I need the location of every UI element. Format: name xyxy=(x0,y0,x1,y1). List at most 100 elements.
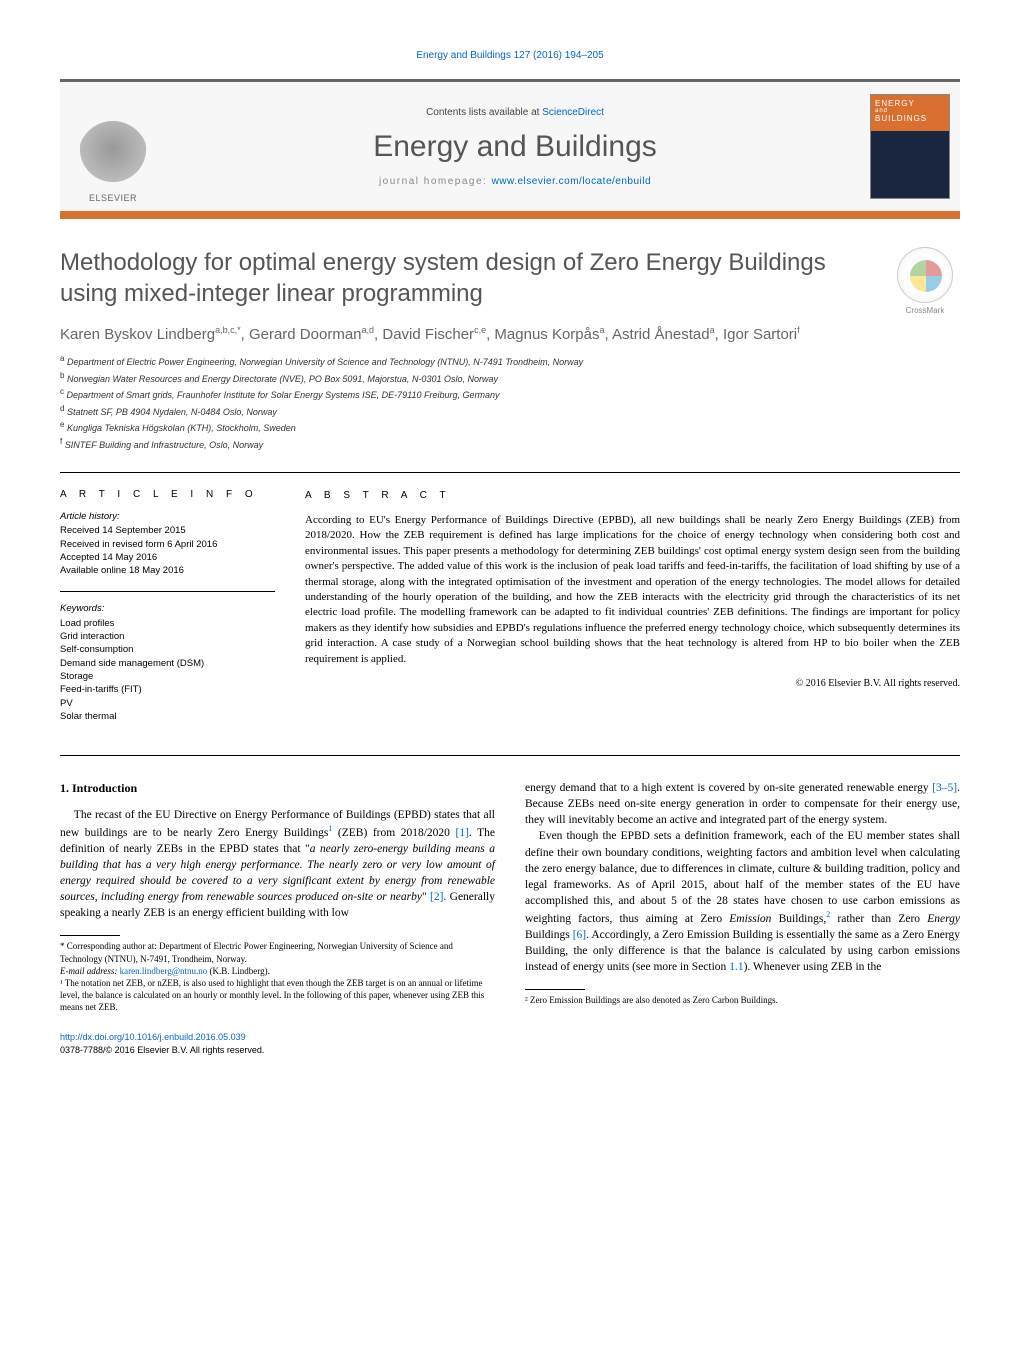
history-line: Accepted 14 May 2016 xyxy=(60,551,275,564)
affil-marker: a xyxy=(60,354,64,363)
history-line: Received in revised form 6 April 2016 xyxy=(60,538,275,551)
affil-marker: f xyxy=(60,437,62,446)
sciencedirect-link[interactable]: ScienceDirect xyxy=(542,107,604,118)
intro-paragraph-1: The recast of the EU Directive on Energy… xyxy=(60,807,495,921)
crossmark-widget[interactable]: CrossMark xyxy=(890,247,960,315)
affiliation-list: a Department of Electric Power Engineeri… xyxy=(60,353,960,452)
author-affil-marker: f xyxy=(797,325,800,335)
affiliation-item: d Statnett SF, PB 4904 Nydalen, N-0484 O… xyxy=(60,403,960,420)
journal-header-box: ELSEVIER Contents lists available at Sci… xyxy=(60,79,960,219)
affiliation-item: f SINTEF Building and Infrastructure, Os… xyxy=(60,436,960,453)
affiliation-item: a Department of Electric Power Engineeri… xyxy=(60,353,960,370)
abstract-copyright: © 2016 Elsevier B.V. All rights reserved… xyxy=(305,677,960,691)
journal-title: Energy and Buildings xyxy=(373,130,657,164)
cover-title-1: ENERGY xyxy=(875,99,945,108)
footnote-rule-right xyxy=(525,989,585,990)
footnote-2: ² Zero Emission Buildings are also denot… xyxy=(525,994,960,1006)
abstract-column: a b s t r a c t According to EU's Energy… xyxy=(305,489,960,737)
rp2-c: rather than Zero xyxy=(830,913,927,925)
elsevier-tree-icon xyxy=(78,121,148,191)
email-line: E-mail address: karen.lindberg@ntnu.no (… xyxy=(60,965,495,977)
keyword-item: Demand side management (DSM) xyxy=(60,657,275,670)
cover-title-2: BUILDINGS xyxy=(875,114,945,123)
author-affil-marker: a xyxy=(599,325,604,335)
keyword-item: PV xyxy=(60,697,275,710)
homepage-line: journal homepage: www.elsevier.com/locat… xyxy=(379,176,651,187)
rp2-em: Emission xyxy=(729,913,771,925)
citation-6[interactable]: [6] xyxy=(573,929,586,941)
keyword-item: Storage xyxy=(60,670,275,683)
author-email-link[interactable]: karen.lindberg@ntnu.no xyxy=(120,966,208,976)
p1-text-d: " xyxy=(422,891,430,903)
author-name: Gerard Doorman xyxy=(249,326,362,343)
rp2-f: ). Whenever using ZEB in the xyxy=(744,961,882,973)
keyword-item: Load profiles xyxy=(60,617,275,630)
elsevier-label: ELSEVIER xyxy=(89,193,137,203)
running-header: Energy and Buildings 127 (2016) 194–205 xyxy=(60,50,960,61)
footnote-1: ¹ The notation net ZEB, or nZEB, is also… xyxy=(60,977,495,1013)
author-name: Igor Sartori xyxy=(723,326,797,343)
crossmark-label: CrossMark xyxy=(906,306,945,315)
keyword-item: Solar thermal xyxy=(60,710,275,723)
rp2-em2: Energy xyxy=(927,913,960,925)
affiliation-item: e Kungliga Tekniska Högskolan (KTH), Sto… xyxy=(60,419,960,436)
intro-paragraph-1-cont: energy demand that to a high extent is c… xyxy=(525,780,960,828)
rp2-a: Even though the EPBD sets a definition f… xyxy=(525,830,960,924)
doi-link[interactable]: http://dx.doi.org/10.1016/j.enbuild.2016… xyxy=(60,1032,246,1042)
contents-lists-line: Contents lists available at ScienceDirec… xyxy=(426,107,604,118)
author-name: Magnus Korpås xyxy=(494,326,599,343)
email-label: E-mail address: xyxy=(60,966,120,976)
elsevier-logo: ELSEVIER xyxy=(68,103,158,203)
keyword-lines: Load profilesGrid interactionSelf-consum… xyxy=(60,617,275,723)
intro-paragraph-2: Even though the EPBD sets a definition f… xyxy=(525,828,960,975)
author-affil-marker: a,d xyxy=(362,325,375,335)
history-lines: Received 14 September 2015Received in re… xyxy=(60,524,275,577)
affiliation-item: b Norwegian Water Resources and Energy D… xyxy=(60,370,960,387)
keyword-item: Self-consumption xyxy=(60,643,275,656)
affiliation-item: c Department of Smart grids, Fraunhofer … xyxy=(60,386,960,403)
email-who: (K.B. Lindberg). xyxy=(207,966,270,976)
keywords-label: Keywords: xyxy=(60,602,275,615)
body-column-right: energy demand that to a high extent is c… xyxy=(525,780,960,1056)
history-line: Available online 18 May 2016 xyxy=(60,564,275,577)
section-ref-1-1[interactable]: 1.1 xyxy=(729,961,743,973)
affil-marker: b xyxy=(60,371,64,380)
journal-cover-thumbnail: ENERGY and BUILDINGS xyxy=(870,94,950,199)
issn-copyright: 0378-7788/© 2016 Elsevier B.V. All right… xyxy=(60,1045,264,1055)
footnotes-left: * Corresponding author at: Department of… xyxy=(60,940,495,1013)
corresponding-author-note: * Corresponding author at: Department of… xyxy=(60,940,495,964)
citation-2[interactable]: [2] xyxy=(430,891,443,903)
keyword-item: Feed-in-tariffs (FIT) xyxy=(60,683,275,696)
article-info-heading: a r t i c l e i n f o xyxy=(60,489,275,500)
crossmark-icon xyxy=(897,247,953,303)
footnotes-right: ² Zero Emission Buildings are also denot… xyxy=(525,994,960,1006)
history-label: Article history: xyxy=(60,510,275,523)
rp1-a: energy demand that to a high extent is c… xyxy=(525,782,932,794)
homepage-prefix: journal homepage: xyxy=(379,176,492,187)
author-affil-marker: a,b,c,* xyxy=(215,325,241,335)
author-affil-marker: c,e xyxy=(474,325,486,335)
affil-marker: d xyxy=(60,404,64,413)
contents-prefix: Contents lists available at xyxy=(426,107,542,118)
abstract-heading: a b s t r a c t xyxy=(305,489,960,503)
affil-marker: c xyxy=(60,387,64,396)
footer-bar: http://dx.doi.org/10.1016/j.enbuild.2016… xyxy=(60,1031,495,1056)
author-name: David Fischer xyxy=(382,326,474,343)
body-column-left: 1. Introduction The recast of the EU Dir… xyxy=(60,780,495,1056)
article-title: Methodology for optimal energy system de… xyxy=(60,247,866,309)
homepage-link[interactable]: www.elsevier.com/locate/enbuild xyxy=(492,176,651,187)
rp2-d: Buildings xyxy=(525,929,573,941)
citation-1[interactable]: [1] xyxy=(455,827,468,839)
section-1-heading: 1. Introduction xyxy=(60,780,495,797)
author-affil-marker: a xyxy=(710,325,715,335)
footnote-rule-left xyxy=(60,935,120,936)
author-name: Karen Byskov Lindberg xyxy=(60,326,215,343)
citation-3-5[interactable]: [3–5] xyxy=(932,782,957,794)
publisher-logo-wrap: ELSEVIER xyxy=(60,82,170,211)
keyword-item: Grid interaction xyxy=(60,630,275,643)
rp2-b: Buildings, xyxy=(771,913,826,925)
cover-thumb-wrap: ENERGY and BUILDINGS xyxy=(860,82,960,211)
author-list: Karen Byskov Lindberga,b,c,*, Gerard Doo… xyxy=(60,325,960,343)
abstract-text: According to EU's Energy Performance of … xyxy=(305,513,960,667)
article-info-column: a r t i c l e i n f o Article history: R… xyxy=(60,489,275,737)
